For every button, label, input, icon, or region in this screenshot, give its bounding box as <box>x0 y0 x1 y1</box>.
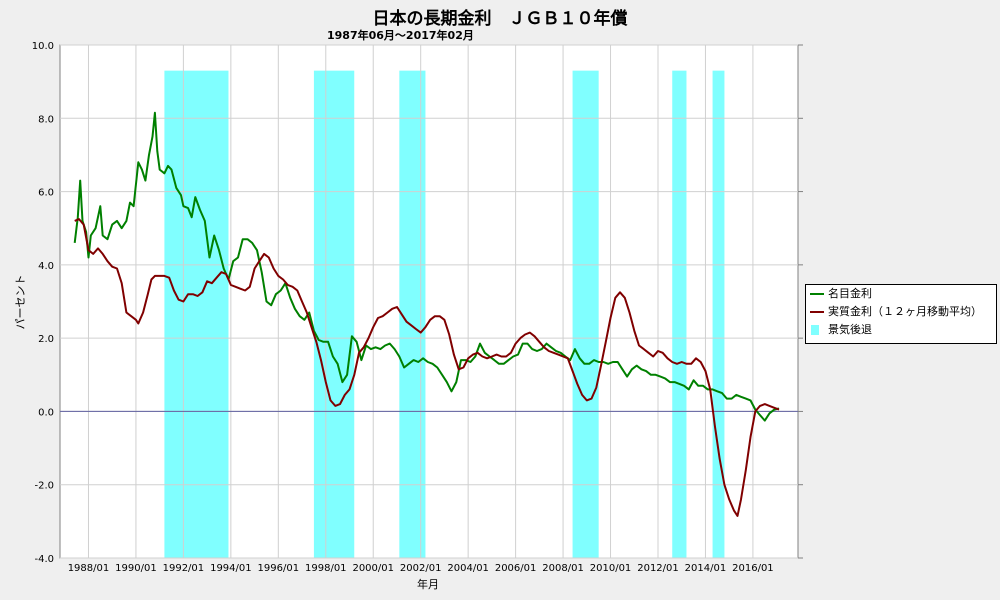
x-tick-label-11: 2010/01 <box>590 563 632 574</box>
chart-subtitle: 1987年06月～2017年02月 <box>327 29 474 42</box>
y-tick-label-7: -4.0 <box>34 554 54 565</box>
legend-swatch-0 <box>810 293 824 295</box>
x-tick-label-10: 2008/01 <box>542 563 584 574</box>
x-tick-label-8: 2004/01 <box>447 563 489 574</box>
y-tick-label-3: 4.0 <box>38 261 54 272</box>
x-tick-label-13: 2014/01 <box>685 563 727 574</box>
x-tick-label-0: 1988/01 <box>68 563 110 574</box>
legend-swatch-1 <box>810 311 824 313</box>
x-tick-label-5: 1998/01 <box>305 563 347 574</box>
recession-band-1 <box>313 70 355 559</box>
recession-band-0 <box>164 70 229 559</box>
x-tick-label-7: 2002/01 <box>400 563 442 574</box>
legend-item-2: 景気後退 <box>806 321 996 339</box>
x-tick-label-2: 1992/01 <box>163 563 205 574</box>
y-axis-label: パーセント <box>14 275 27 330</box>
series-line-0 <box>73 111 780 422</box>
legend-label-1: 実質金利（１２ヶ月移動平均） <box>828 305 982 318</box>
y-tick-label-2: 6.0 <box>38 188 54 199</box>
x-tick-label-12: 2012/01 <box>637 563 679 574</box>
recession-band-4 <box>672 70 687 559</box>
x-tick-label-4: 1996/01 <box>258 563 300 574</box>
y-tick-label-4: 2.0 <box>38 334 54 345</box>
y-tick-label-5: 0.0 <box>38 407 54 418</box>
x-tick-label-3: 1994/01 <box>210 563 252 574</box>
chart-title: 日本の長期金利 ＪＧＢ１０年償 <box>372 9 628 29</box>
y-tick-label-1: 8.0 <box>38 114 54 125</box>
x-tick-label-6: 2000/01 <box>352 563 394 574</box>
x-tick-label-14: 2016/01 <box>732 563 774 574</box>
y-tick-label-0: 10.0 <box>32 41 54 52</box>
legend-label-2: 景気後退 <box>828 323 872 336</box>
legend-item-1: 実質金利（１２ヶ月移動平均） <box>806 303 996 321</box>
legend: 名目金利実質金利（１２ヶ月移動平均） 景気後退 <box>805 284 997 344</box>
y-tick-label-6: -2.0 <box>34 481 54 492</box>
x-tick-label-9: 2006/01 <box>495 563 537 574</box>
recession-band-3 <box>572 70 599 559</box>
x-axis-label: 年月 <box>417 577 439 591</box>
x-tick-label-1: 1990/01 <box>115 563 157 574</box>
series-line-1 <box>74 218 780 517</box>
recession-band-5 <box>712 70 725 559</box>
legend-swatch-2 <box>811 325 819 335</box>
legend-label-0: 名目金利 <box>828 287 872 300</box>
legend-item-0: 名目金利 <box>806 285 996 303</box>
